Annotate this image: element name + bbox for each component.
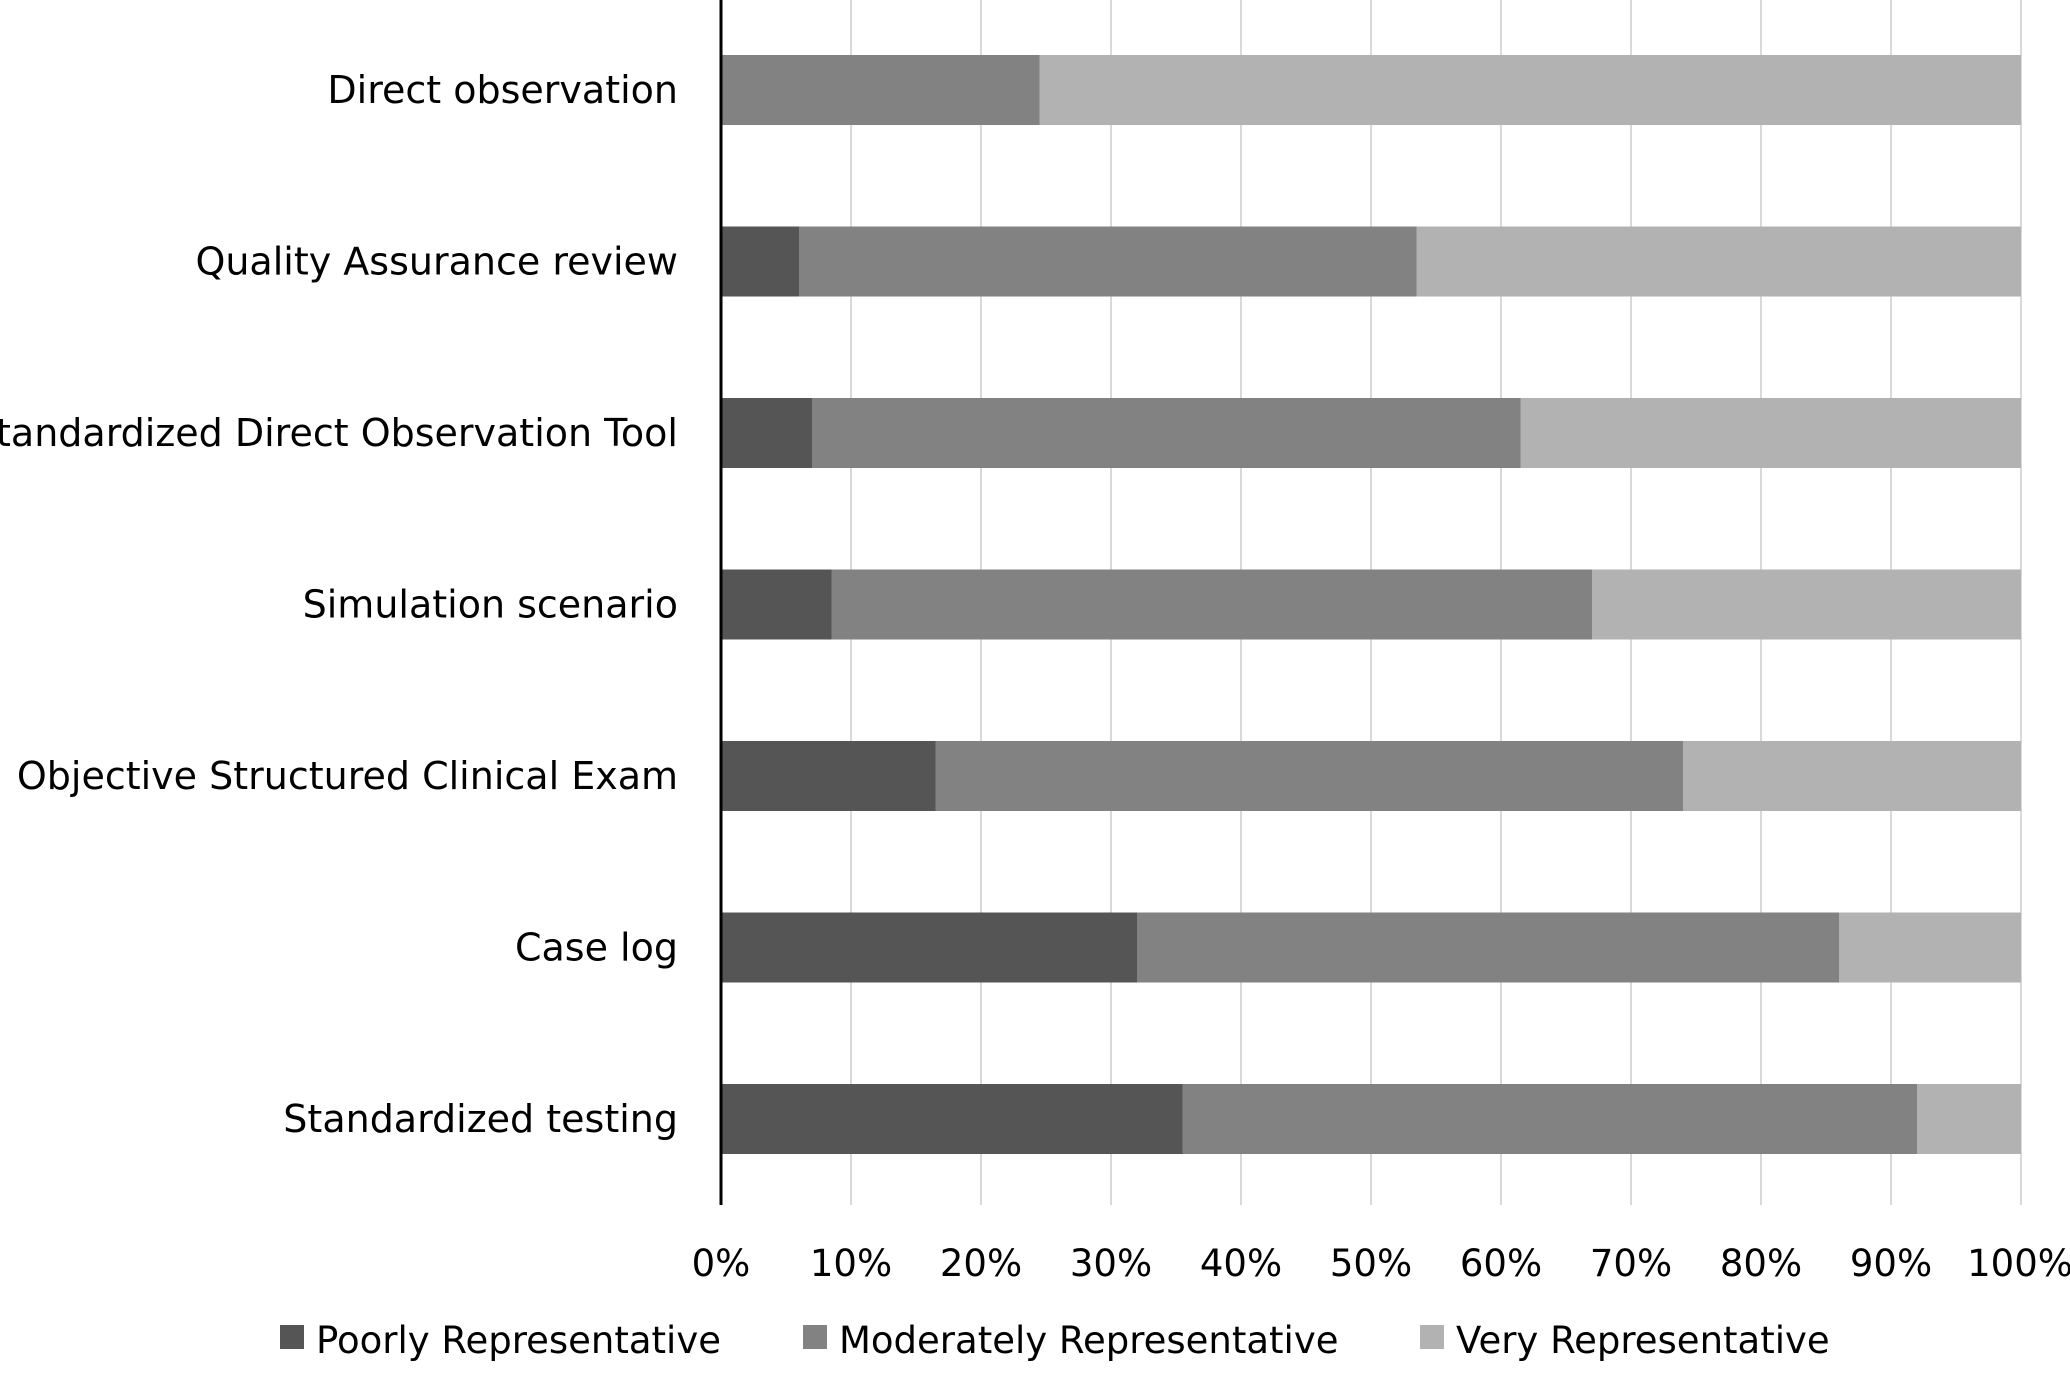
legend-label: Very Representative <box>1456 1319 1830 1362</box>
bar-segment <box>721 398 812 468</box>
x-tick-label: 50% <box>1330 1242 1412 1285</box>
bar-segment <box>1416 226 2021 297</box>
category-label: Standardized Direct Observation Tool <box>0 411 678 455</box>
bar-segment <box>721 741 936 811</box>
legend-swatch <box>1420 1325 1444 1349</box>
x-tick-label: 10% <box>810 1242 892 1285</box>
bar-segment <box>1839 912 2021 983</box>
x-tick-label: 100% <box>1967 1242 2070 1285</box>
bar-segment <box>1592 569 2021 640</box>
bar-segment <box>799 226 1417 297</box>
legend-label: Moderately Representative <box>839 1319 1338 1362</box>
x-axis-tick-labels: 0% 10% 20% 30% 40% 50% 60% 70% 80% 90% 100% <box>692 1242 2070 1285</box>
bar-segment <box>721 569 832 640</box>
category-label: Quality Assurance review <box>195 240 678 284</box>
legend: Poorly Representative Moderately Represen… <box>280 1319 1830 1362</box>
bars <box>721 55 2021 1154</box>
legend-swatch <box>803 1325 827 1349</box>
bar-segment <box>812 398 1521 468</box>
bar-segment <box>721 912 1137 983</box>
x-tick-label: 20% <box>940 1242 1022 1285</box>
bar-segment <box>1039 55 2021 125</box>
x-tick-label: 80% <box>1720 1242 1802 1285</box>
bar-segment <box>721 1084 1183 1154</box>
bar-segment <box>1137 912 1839 983</box>
category-label: Direct observation <box>327 68 678 112</box>
bar-segment <box>721 55 1040 125</box>
legend-label: Poorly Representative <box>316 1319 721 1362</box>
category-label: Case log <box>515 926 678 970</box>
bar-segment <box>1182 1084 1917 1154</box>
x-tick-label: 30% <box>1070 1242 1152 1285</box>
legend-swatch <box>280 1325 304 1349</box>
bar-segment <box>721 226 799 297</box>
x-tick-label: 40% <box>1200 1242 1282 1285</box>
bar-segment <box>1683 741 2021 811</box>
bar-segment <box>831 569 1592 640</box>
bar-segment <box>1520 398 2021 468</box>
x-tick-label: 60% <box>1460 1242 1542 1285</box>
bar-segment <box>935 741 1683 811</box>
x-tick-label: 90% <box>1850 1242 1932 1285</box>
x-tick-label: 0% <box>692 1242 751 1285</box>
bar-segment <box>1917 1084 2021 1154</box>
category-label: Standardized testing <box>283 1097 678 1141</box>
category-label: Objective Structured Clinical Exam <box>17 754 678 798</box>
category-label: Simulation scenario <box>303 583 678 627</box>
category-labels: Direct observation Quality Assurance revi… <box>0 68 678 1141</box>
x-tick-label: 70% <box>1590 1242 1672 1285</box>
